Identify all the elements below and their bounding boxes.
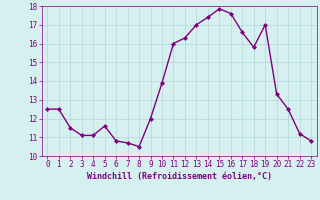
X-axis label: Windchill (Refroidissement éolien,°C): Windchill (Refroidissement éolien,°C) bbox=[87, 172, 272, 181]
